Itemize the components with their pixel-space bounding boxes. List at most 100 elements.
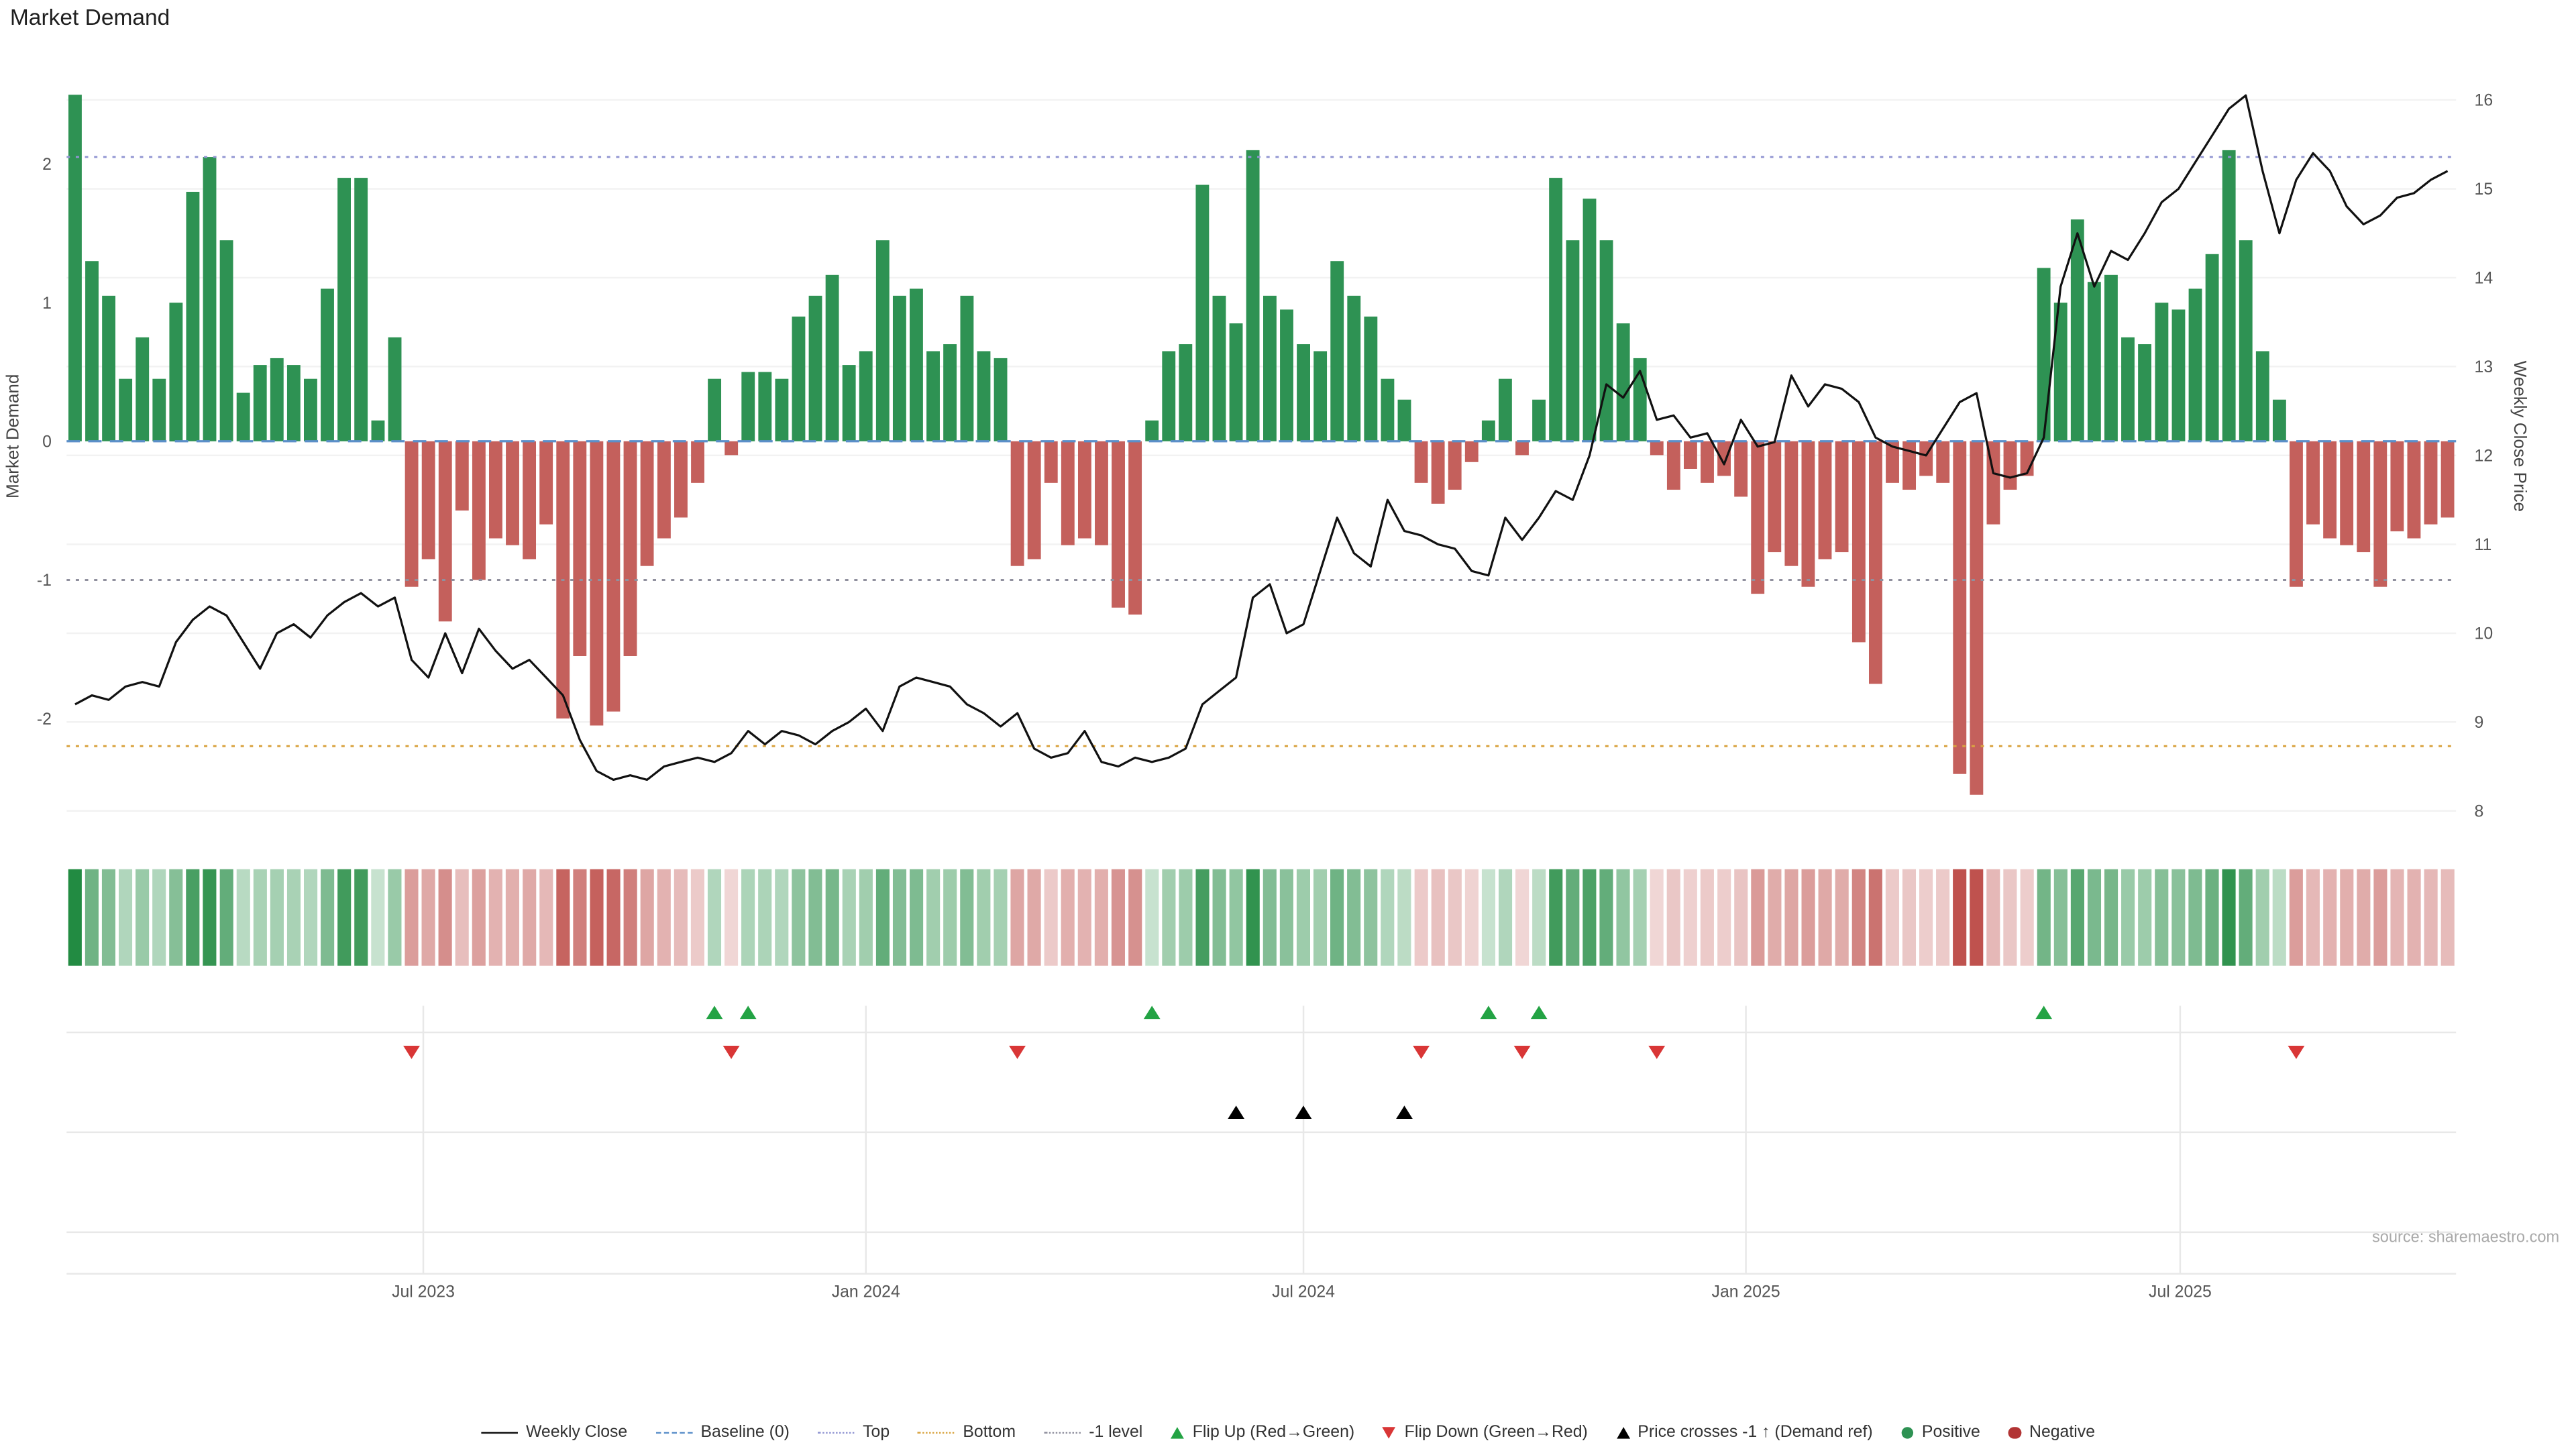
demand-bar-negative [2440, 441, 2455, 518]
demand-bar-positive [1246, 150, 1260, 441]
demand-bar-negative [1077, 441, 1091, 539]
heatmap-cell-negative [438, 869, 452, 966]
demand-bar-negative [405, 441, 419, 587]
heatmap-cell-negative [1431, 869, 1445, 966]
demand-bar-negative [623, 441, 637, 656]
demand-bar-positive [1297, 344, 1310, 441]
flip-up-marker [739, 1006, 757, 1020]
heatmap-cell-positive [68, 869, 82, 966]
demand-bar-negative [421, 441, 435, 559]
heatmap-cell-negative [539, 869, 553, 966]
demand-bar-positive [270, 358, 284, 441]
demand-bar-positive [825, 274, 839, 441]
demand-bar-positive [741, 372, 755, 441]
legend-item: -1 level [1044, 1424, 1142, 1442]
demand-bar-negative [2003, 441, 2017, 490]
demand-bar-positive [910, 288, 923, 441]
heatmap-cell-positive [1481, 869, 1496, 966]
demand-bar-negative [1784, 441, 1799, 566]
right-axis-tick-label: 8 [2475, 803, 2484, 821]
heatmap-cell-positive [1347, 869, 1361, 966]
demand-bar-negative [1448, 441, 1462, 490]
heatmap-cell-positive [1296, 869, 1310, 966]
legend-label: -1 level [1089, 1424, 1143, 1442]
flip-up-marker [706, 1006, 723, 1020]
demand-bar-negative [2407, 441, 2421, 539]
demand-bar-negative [1717, 441, 1731, 476]
demand-bar-negative [640, 441, 654, 566]
demand-bar-positive [286, 365, 301, 441]
heatmap-cell-positive [1532, 869, 1546, 966]
demand-bar-positive [2188, 288, 2202, 441]
demand-bar-positive [371, 420, 385, 441]
demand-bar-positive [926, 351, 940, 441]
demand-bar-negative [674, 441, 688, 518]
heatmap-cell-positive [1162, 869, 1176, 966]
heatmap-cell-negative [1818, 869, 1832, 966]
tri-down-swatch-icon [1383, 1427, 1397, 1439]
demand-bar-negative [1768, 441, 1782, 553]
demand-bar-positive [1616, 323, 1630, 441]
demand-bar-positive [337, 178, 351, 441]
heatmap-cell-positive [354, 869, 368, 966]
demand-bar-positive [2070, 219, 2084, 441]
heatmap-cell-negative [455, 869, 469, 966]
flip-down-marker [2288, 1045, 2305, 1059]
demand-bar-negative [1061, 441, 1075, 545]
demand-bar-negative [657, 441, 671, 539]
heatmap-cell-positive [2155, 869, 2169, 966]
x-axis-tick-label: Jul 2024 [1272, 1283, 1335, 1301]
heatmap-cell-positive [1599, 869, 1613, 966]
heatmap-cell-negative [1700, 869, 1714, 966]
heatmap-cell-positive [926, 869, 941, 966]
demand-bar-negative [2306, 441, 2320, 525]
demand-bar-negative [724, 441, 739, 455]
heatmap-cell-positive [2171, 869, 2186, 966]
heatmap-cell-negative [1515, 869, 1529, 966]
heatmap-cell-negative [1414, 869, 1428, 966]
heatmap-cell-negative [606, 869, 621, 966]
demand-bar-negative [1835, 441, 1849, 553]
heatmap-cell-negative [1868, 869, 1882, 966]
heatmap-cell-negative [2407, 869, 2421, 966]
heatmap-cell-negative [573, 869, 587, 966]
heatmap-cell-positive [910, 869, 924, 966]
demand-bar-positive [1364, 316, 1378, 441]
demand-bar-negative [455, 441, 469, 511]
left-axis-tick-label: 0 [42, 433, 52, 451]
heatmap-cell-positive [371, 869, 385, 966]
demand-bar-negative [1869, 441, 1882, 684]
heatmap-cell-negative [590, 869, 604, 966]
heatmap-cell-positive [1229, 869, 1243, 966]
demand-bar-negative [1515, 441, 1529, 455]
price-cross-marker [1396, 1106, 1413, 1120]
demand-bar-positive [2155, 303, 2169, 442]
legend-item: Weekly Close [480, 1424, 627, 1442]
demand-bar-negative [489, 441, 502, 539]
demand-bar-negative [1953, 441, 1967, 774]
right-axis-tick-label: 12 [2475, 447, 2493, 466]
heatmap-cell-negative [1936, 869, 1950, 966]
heatmap-cell-positive [1145, 869, 1159, 966]
demand-bar-negative [1851, 441, 1866, 643]
demand-bar-positive [1229, 323, 1243, 441]
heatmap-cell-negative [1061, 869, 1075, 966]
demand-bar-positive [2255, 351, 2269, 441]
heatmap-cell-negative [523, 869, 537, 966]
heatmap-cell-positive [1279, 869, 1293, 966]
demand-bar-positive [1179, 344, 1193, 441]
demand-bar-negative [1936, 441, 1950, 483]
demand-bar-positive [1145, 420, 1159, 441]
heatmap-cell-positive [118, 869, 133, 966]
heatmap-cell-positive [169, 869, 183, 966]
demand-bar-positive [1195, 184, 1210, 441]
demand-bar-positive [321, 288, 334, 441]
flip-up-marker [1530, 1006, 1548, 1020]
heatmap-cell-negative [2289, 869, 2303, 966]
legend-label: Positive [1921, 1424, 1980, 1442]
x-axis-tick-label: Jul 2023 [392, 1283, 455, 1301]
heatmap-cell-positive [321, 869, 335, 966]
heatmap-cell-negative [724, 869, 739, 966]
